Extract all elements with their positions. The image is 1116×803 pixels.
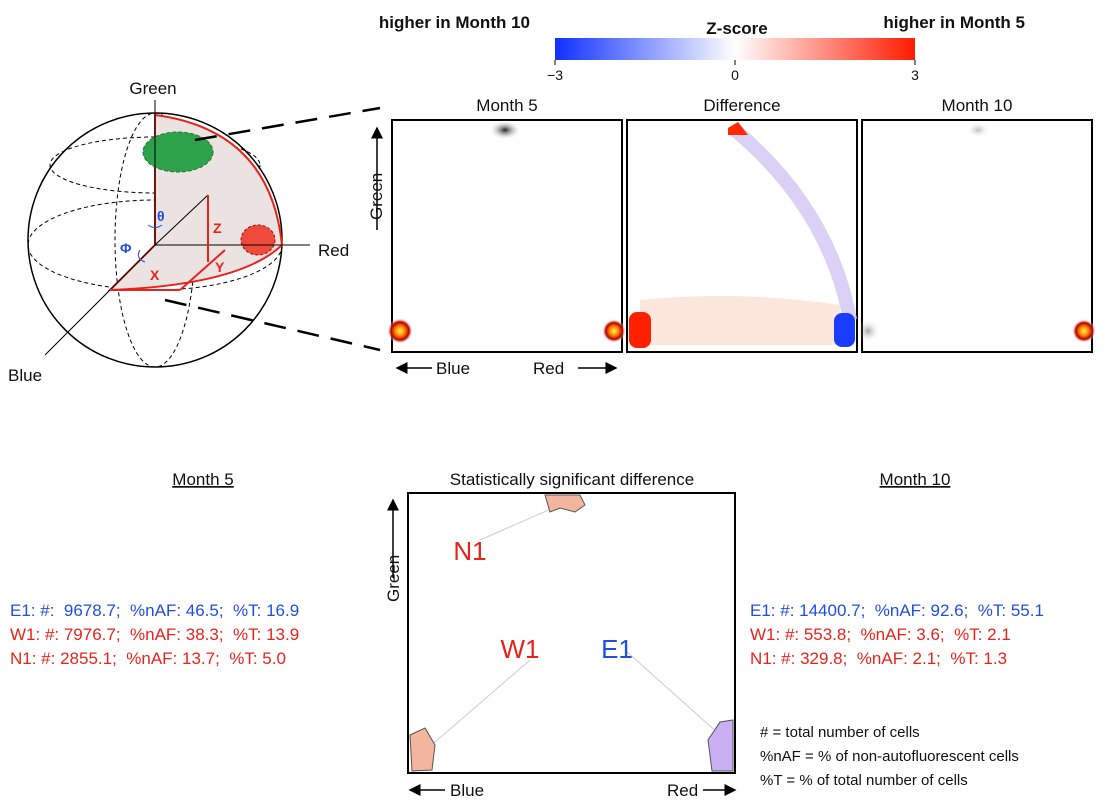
y-label: Y — [215, 259, 225, 275]
shape — [629, 312, 651, 348]
shape — [640, 296, 840, 345]
panel-title: Month 10 — [942, 96, 1013, 115]
colorbar-right-label: higher in Month 5 — [883, 13, 1025, 32]
sphere-green: Green — [129, 79, 176, 98]
colorbar-tick-label: 0 — [731, 67, 739, 83]
shape — [602, 319, 626, 343]
axis-label-green: Green — [367, 173, 386, 220]
figure: Green Red Blue θ Φ X Y Z higher in Month… — [0, 0, 1116, 803]
colorbar-tick-label: 3 — [911, 67, 919, 83]
shape — [1072, 319, 1096, 343]
month5-title: Month 5 — [172, 470, 233, 489]
axis-label-green: Green — [384, 555, 403, 602]
axis-label-red: Red — [667, 781, 698, 800]
z-label: Z — [213, 220, 222, 236]
shape — [862, 120, 1092, 352]
colorbar-title: Z-score — [706, 19, 767, 38]
panel-month10 — [856, 120, 1096, 352]
body: Green Red Blue θ Φ X Y Z higher in Month… — [0, 0, 1116, 803]
month10-title: Month 10 — [880, 470, 951, 489]
theta: θ — [157, 208, 165, 224]
shape — [966, 122, 990, 138]
panel-month5 — [387, 120, 626, 352]
phi: Φ — [120, 240, 132, 256]
shape — [387, 318, 413, 344]
cluster-label: W1 — [501, 634, 540, 664]
sphere-red: Red — [318, 241, 349, 260]
stats-row: E1: #: 9678.7; %nAF: 46.5; %T: 16.9 — [10, 601, 299, 620]
stats-row: N1: #: 329.8; %nAF: 2.1; %T: 1.3 — [750, 649, 1007, 668]
stats-row: W1: #: 553.8; %nAF: 3.6; %T: 2.1 — [750, 625, 1011, 644]
axis-label-blue: Blue — [436, 359, 470, 378]
stats-row: W1: #: 7976.7; %nAF: 38.3; %T: 13.9 — [10, 625, 299, 644]
axis-label-red: Red — [533, 359, 564, 378]
significant-panel — [408, 493, 735, 773]
x-label: X — [150, 267, 160, 283]
panel-difference — [627, 120, 857, 352]
legend-item: %T = % of total number of cells — [760, 772, 968, 789]
shape — [241, 225, 275, 255]
stats-row: E1: #: 14400.7; %nAF: 92.6; %T: 55.1 — [750, 601, 1044, 620]
shape — [408, 493, 735, 773]
colorbar-ticks: −3 0 3 — [547, 60, 919, 83]
shape — [392, 120, 622, 352]
axis-label-blue: Blue — [450, 781, 484, 800]
colorbar — [555, 38, 915, 60]
legend-item: %nAF = % of non-autofluorescent cells — [760, 748, 1019, 765]
colorbar-tick-label: −3 — [547, 67, 563, 83]
sphere-blue: Blue — [8, 366, 42, 385]
stats-row: N1: #: 2855.1; %nAF: 13.7; %T: 5.0 — [10, 649, 286, 668]
shape — [834, 313, 855, 347]
shape — [856, 319, 880, 343]
colorbar-left-label: higher in Month 10 — [379, 13, 530, 32]
cluster-label: N1 — [453, 536, 486, 566]
panel-title: Month 5 — [476, 96, 537, 115]
significant-title: Statistically significant difference — [450, 470, 694, 489]
shape — [545, 495, 585, 512]
shape — [489, 120, 521, 140]
cluster-label: E1 — [601, 634, 633, 664]
panel-title: Difference — [703, 96, 780, 115]
sphere — [28, 100, 310, 367]
legend-item: # = total number of cells — [760, 724, 920, 741]
page: {"sphere": {"green": "Green", "red": "Re… — [0, 0, 1116, 803]
